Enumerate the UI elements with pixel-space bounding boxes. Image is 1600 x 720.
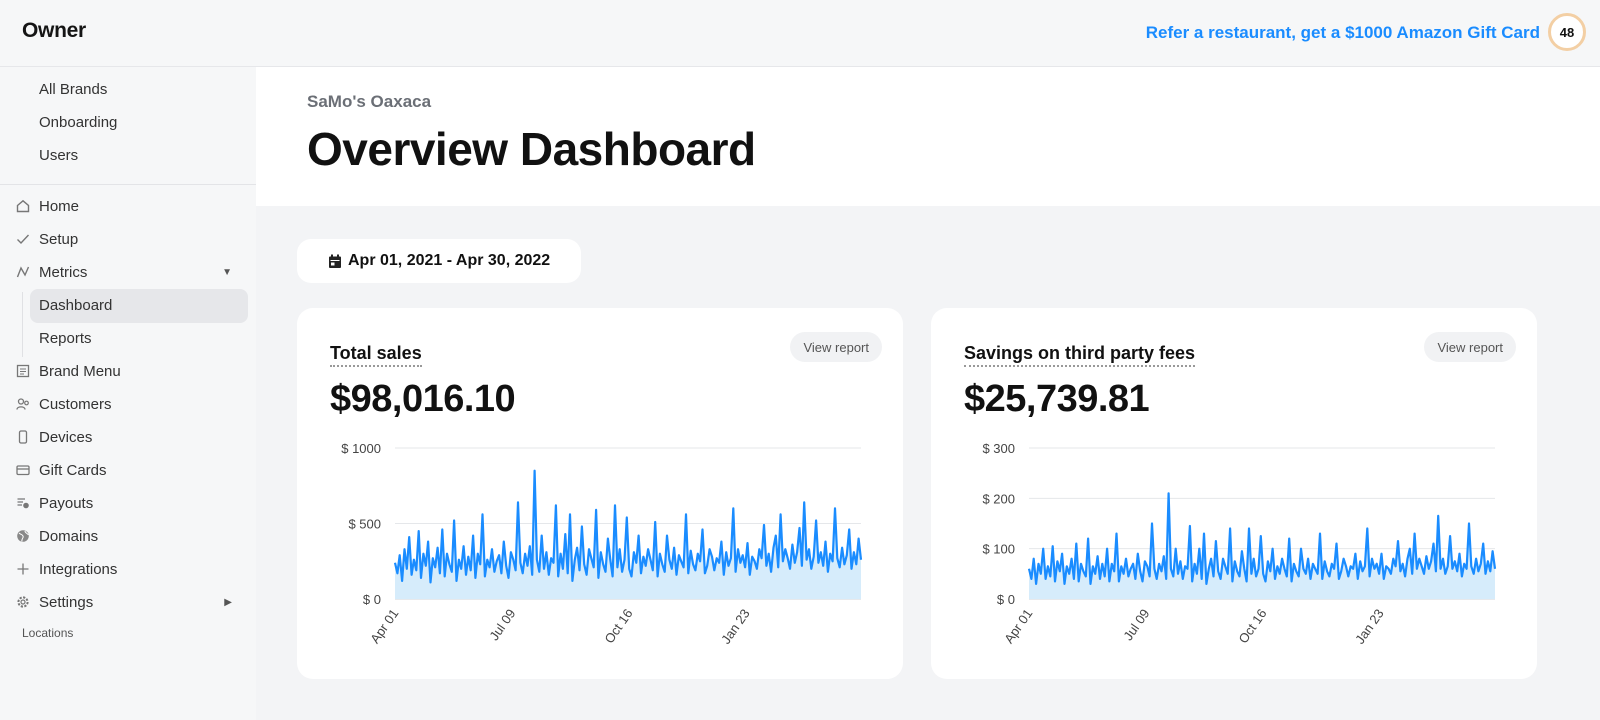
sidebar-item-label: Setup <box>39 230 79 248</box>
calendar-icon <box>328 254 342 269</box>
customers-icon <box>14 395 32 413</box>
y-tick-label: $ 100 <box>982 542 1015 557</box>
metrics-icon <box>14 263 32 281</box>
sidebar-item-gift-cards[interactable]: Gift Cards <box>14 457 244 483</box>
view-report-button[interactable]: View report <box>1424 332 1516 362</box>
menu-icon <box>14 362 32 380</box>
chevron-down-icon[interactable]: ▼ <box>222 266 232 278</box>
sidebar-item-dashboard-active[interactable] <box>30 289 248 323</box>
logo[interactable]: Owner <box>22 19 86 42</box>
page-header: SaMo's Oaxaca Overview Dashboard <box>256 67 1600 206</box>
date-range-label: Apr 01, 2021 - Apr 30, 2022 <box>348 252 551 269</box>
x-tick-label: Jan 23 <box>718 606 753 647</box>
sidebar: All Brands Onboarding Users Home Setup M… <box>0 67 256 720</box>
sidebar-item-domains[interactable]: Domains <box>14 523 244 549</box>
sidebar-item-reports[interactable]: Reports <box>39 330 92 347</box>
total-sales-chart: $ 0 $ 500 $ 1000 Apr 01 Jul 09 Oct 16 Jan 23 <box>341 441 863 647</box>
home-icon <box>14 197 32 215</box>
sidebar-item-settings[interactable]: Settings ▶ <box>14 589 244 615</box>
chevron-right-icon[interactable]: ▶ <box>224 596 232 608</box>
sidebar-item-users[interactable]: Users <box>39 147 79 164</box>
top-bar: Owner Refer a restaurant, get a $1000 Am… <box>0 0 1600 67</box>
x-tick-label: Jan 23 <box>1352 606 1387 647</box>
sidebar-item-onboarding[interactable]: Onboarding <box>39 114 118 131</box>
total-sales-card: Total sales View report $98,016.10 $ 0 $ … <box>297 308 903 679</box>
sidebar-item-label: Integrations <box>39 560 118 578</box>
sidebar-item-label: Brand Menu <box>39 362 121 380</box>
card-value: $98,016.10 <box>330 378 516 420</box>
sidebar-item-payouts[interactable]: Payouts <box>14 490 244 516</box>
y-tick-label: $ 0 <box>997 592 1015 607</box>
sidebar-item-label: Customers <box>39 395 112 413</box>
sidebar-item-setup[interactable]: Setup <box>14 226 244 252</box>
sidebar-item-brand-menu[interactable]: Brand Menu <box>14 358 244 384</box>
y-tick-label: $ 0 <box>363 592 381 607</box>
x-tick-label: Apr 01 <box>367 606 401 646</box>
avatar[interactable]: 48 <box>1548 13 1586 51</box>
sidebar-item-customers[interactable]: Customers <box>14 391 244 417</box>
sidebar-item-all-brands[interactable]: All Brands <box>39 81 108 98</box>
sidebar-item-label: Gift Cards <box>39 461 107 479</box>
x-tick-label: Oct 16 <box>1235 606 1269 646</box>
card-title[interactable]: Savings on third party fees <box>964 343 1196 367</box>
sidebar-item-label: Settings <box>39 593 94 611</box>
plus-icon <box>14 560 32 578</box>
x-tick-label: Apr 01 <box>1001 606 1035 646</box>
sidebar-item-locations[interactable]: Locations <box>22 626 74 640</box>
x-tick-label: Oct 16 <box>601 606 635 646</box>
refer-link[interactable]: Refer a restaurant, get a $1000 Amazon G… <box>1145 23 1540 42</box>
sidebar-item-dashboard[interactable]: Dashboard <box>39 297 113 314</box>
sidebar-item-integrations[interactable]: Integrations <box>14 556 244 582</box>
card-value: $25,739.81 <box>964 378 1150 420</box>
y-tick-label: $ 300 <box>982 441 1015 456</box>
sidebar-item-label: Home <box>39 197 80 215</box>
sidebar-item-label: Payouts <box>39 494 94 512</box>
card-title[interactable]: Total sales <box>330 343 422 367</box>
sidebar-item-metrics[interactable]: Metrics ▼ <box>14 259 244 285</box>
x-tick-label: Jul 09 <box>486 606 518 643</box>
device-icon <box>14 428 32 446</box>
y-tick-label: $ 1000 <box>341 441 381 456</box>
globe-icon <box>14 527 32 545</box>
y-tick-label: $ 500 <box>348 517 381 532</box>
series-line <box>1027 492 1497 585</box>
y-tick-label: $ 200 <box>982 491 1015 506</box>
sidebar-item-home[interactable]: Home <box>14 193 244 219</box>
page-title: Overview Dashboard <box>307 123 756 175</box>
sidebar-item-label: Domains <box>39 527 99 545</box>
view-report-button[interactable]: View report <box>790 332 882 362</box>
brand-name: SaMo's Oaxaca <box>307 92 432 111</box>
gear-icon <box>14 593 32 611</box>
sidebar-item-label: Devices <box>39 428 93 446</box>
payouts-icon <box>14 494 32 512</box>
x-tick-label: Jul 09 <box>1120 606 1152 643</box>
sidebar-divider <box>0 184 256 185</box>
sidebar-item-label: Metrics <box>39 263 88 281</box>
check-icon <box>14 230 32 248</box>
series-line <box>393 469 863 584</box>
savings-card: Savings on third party fees View report … <box>931 308 1537 679</box>
gift-card-icon <box>14 461 32 479</box>
date-range-picker[interactable]: Apr 01, 2021 - Apr 30, 2022 <box>297 239 581 283</box>
savings-chart: $ 0 $ 100 $ 200 $ 300 Apr 01 Jul 09 Oct 16 Jan … <box>982 441 1497 647</box>
submenu-line <box>22 292 23 357</box>
sidebar-item-devices[interactable]: Devices <box>14 424 244 450</box>
